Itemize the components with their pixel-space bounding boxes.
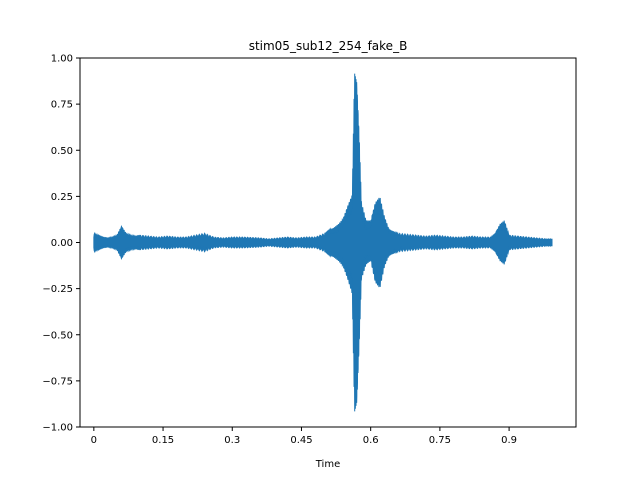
x-axis-label: Time [315, 459, 340, 470]
y-tick-label: 0.75 [51, 100, 73, 111]
x-tick-label: 0.6 [363, 435, 379, 446]
x-tick-label: 0.15 [152, 435, 174, 446]
x-tick-label: 0.3 [224, 435, 240, 446]
x-tick-label: 0.9 [501, 435, 517, 446]
plot-frame [79, 57, 577, 428]
y-axis: −1.00 −0.75 −0.50 −0.25 0.00 0.25 0.50 0.75 1.00 [42, 54, 80, 434]
y-tick-label: 0.25 [51, 192, 73, 203]
plot-area [93, 73, 553, 412]
y-tick-label: 0.50 [51, 146, 73, 157]
x-axis: 0 0.15 0.3 0.45 0.6 0.75 0.9 [91, 427, 517, 446]
chart-title: stim05_sub12_254_fake_B [249, 39, 408, 53]
x-tick-label: 0.75 [429, 435, 451, 446]
y-tick-label: −0.25 [42, 284, 73, 295]
y-tick-label: −1.00 [42, 423, 73, 434]
x-tick-label: 0.45 [290, 435, 312, 446]
y-tick-label: −0.50 [42, 330, 73, 341]
y-tick-label: −0.75 [42, 376, 73, 387]
y-tick-label: 1.00 [51, 54, 73, 65]
y-tick-label: 0.00 [51, 238, 73, 249]
x-tick-label: 0 [91, 435, 97, 446]
